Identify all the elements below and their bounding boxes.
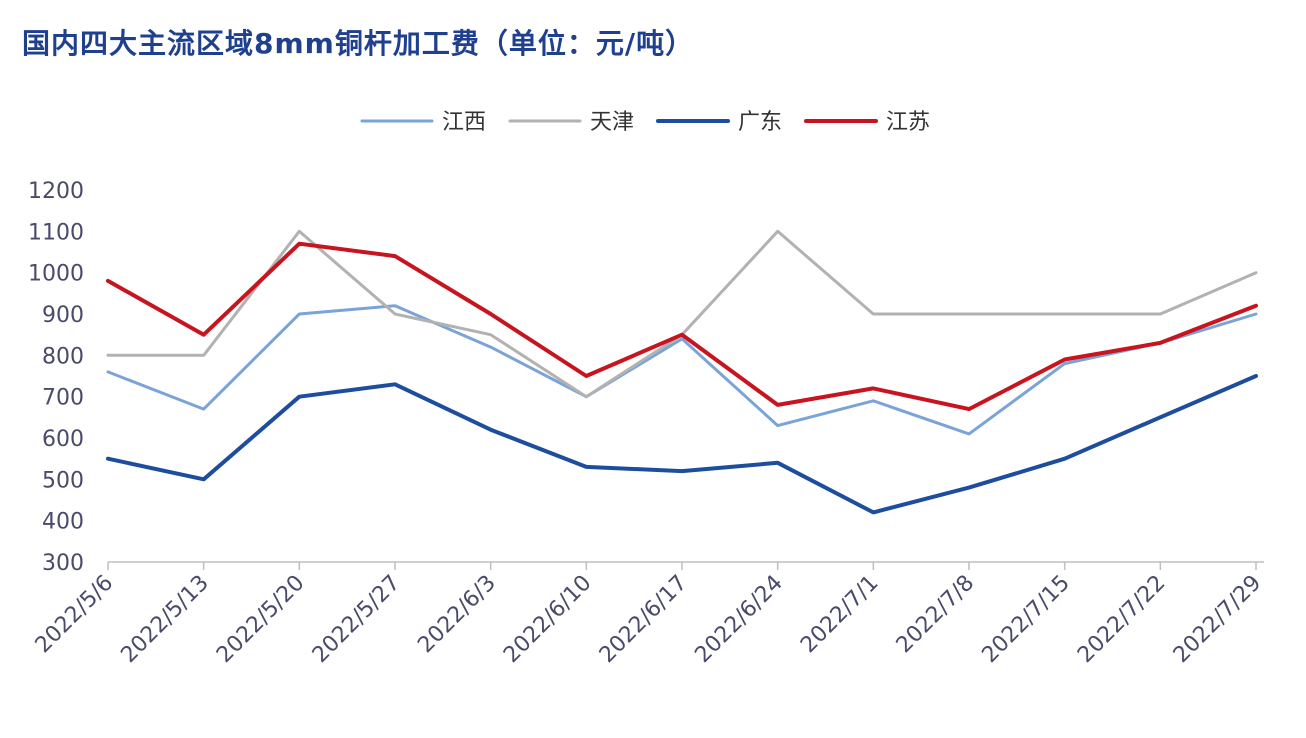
y-axis: 300 400 500 600 700 800 900 1000 1100 1200 bbox=[28, 179, 84, 576]
chart-title: 国内四大主流区域8mm铜杆加工费（单位：元/吨） bbox=[22, 27, 695, 60]
x-tick-label: 2022/7/29 bbox=[1169, 571, 1266, 668]
x-tick-label: 2022/7/8 bbox=[892, 571, 980, 659]
y-tick-label: 900 bbox=[42, 303, 84, 328]
legend-label-0: 江西 bbox=[442, 110, 486, 135]
x-tick-label: 2022/7/1 bbox=[796, 571, 884, 659]
y-tick-label: 300 bbox=[42, 551, 84, 576]
series-line-1 bbox=[106, 229, 1258, 399]
y-tick-label: 800 bbox=[42, 344, 84, 369]
x-tick-label: 2022/5/27 bbox=[308, 571, 405, 668]
x-tick-label: 2022/5/6 bbox=[31, 571, 119, 659]
series-line-3 bbox=[106, 241, 1258, 412]
y-tick-label: 500 bbox=[42, 468, 84, 493]
x-tick-label: 2022/5/13 bbox=[116, 571, 213, 668]
y-tick-label: 400 bbox=[42, 510, 84, 535]
legend-label-2: 广东 bbox=[738, 110, 782, 135]
x-tick-label: 2022/5/20 bbox=[212, 571, 309, 668]
series-line-2 bbox=[106, 374, 1258, 515]
y-tick-label: 600 bbox=[42, 427, 84, 452]
y-tick-label: 1100 bbox=[28, 220, 84, 245]
x-tick-label: 2022/6/24 bbox=[690, 571, 787, 668]
legend-label-3: 江苏 bbox=[886, 110, 930, 135]
x-tick-label: 2022/7/22 bbox=[1073, 571, 1170, 668]
x-tick-label: 2022/6/3 bbox=[413, 571, 501, 659]
y-tick-label: 700 bbox=[42, 386, 84, 411]
legend: 江西 天津 广东 江苏 bbox=[360, 110, 930, 135]
x-tick-label: 2022/6/17 bbox=[595, 571, 692, 668]
x-tick-label: 2022/7/15 bbox=[977, 571, 1074, 668]
y-tick-label: 1200 bbox=[28, 179, 84, 204]
x-tick-label: 2022/6/10 bbox=[499, 571, 596, 668]
series-layer bbox=[106, 229, 1258, 515]
legend-label-1: 天津 bbox=[590, 110, 634, 135]
y-tick-label: 1000 bbox=[28, 262, 84, 287]
